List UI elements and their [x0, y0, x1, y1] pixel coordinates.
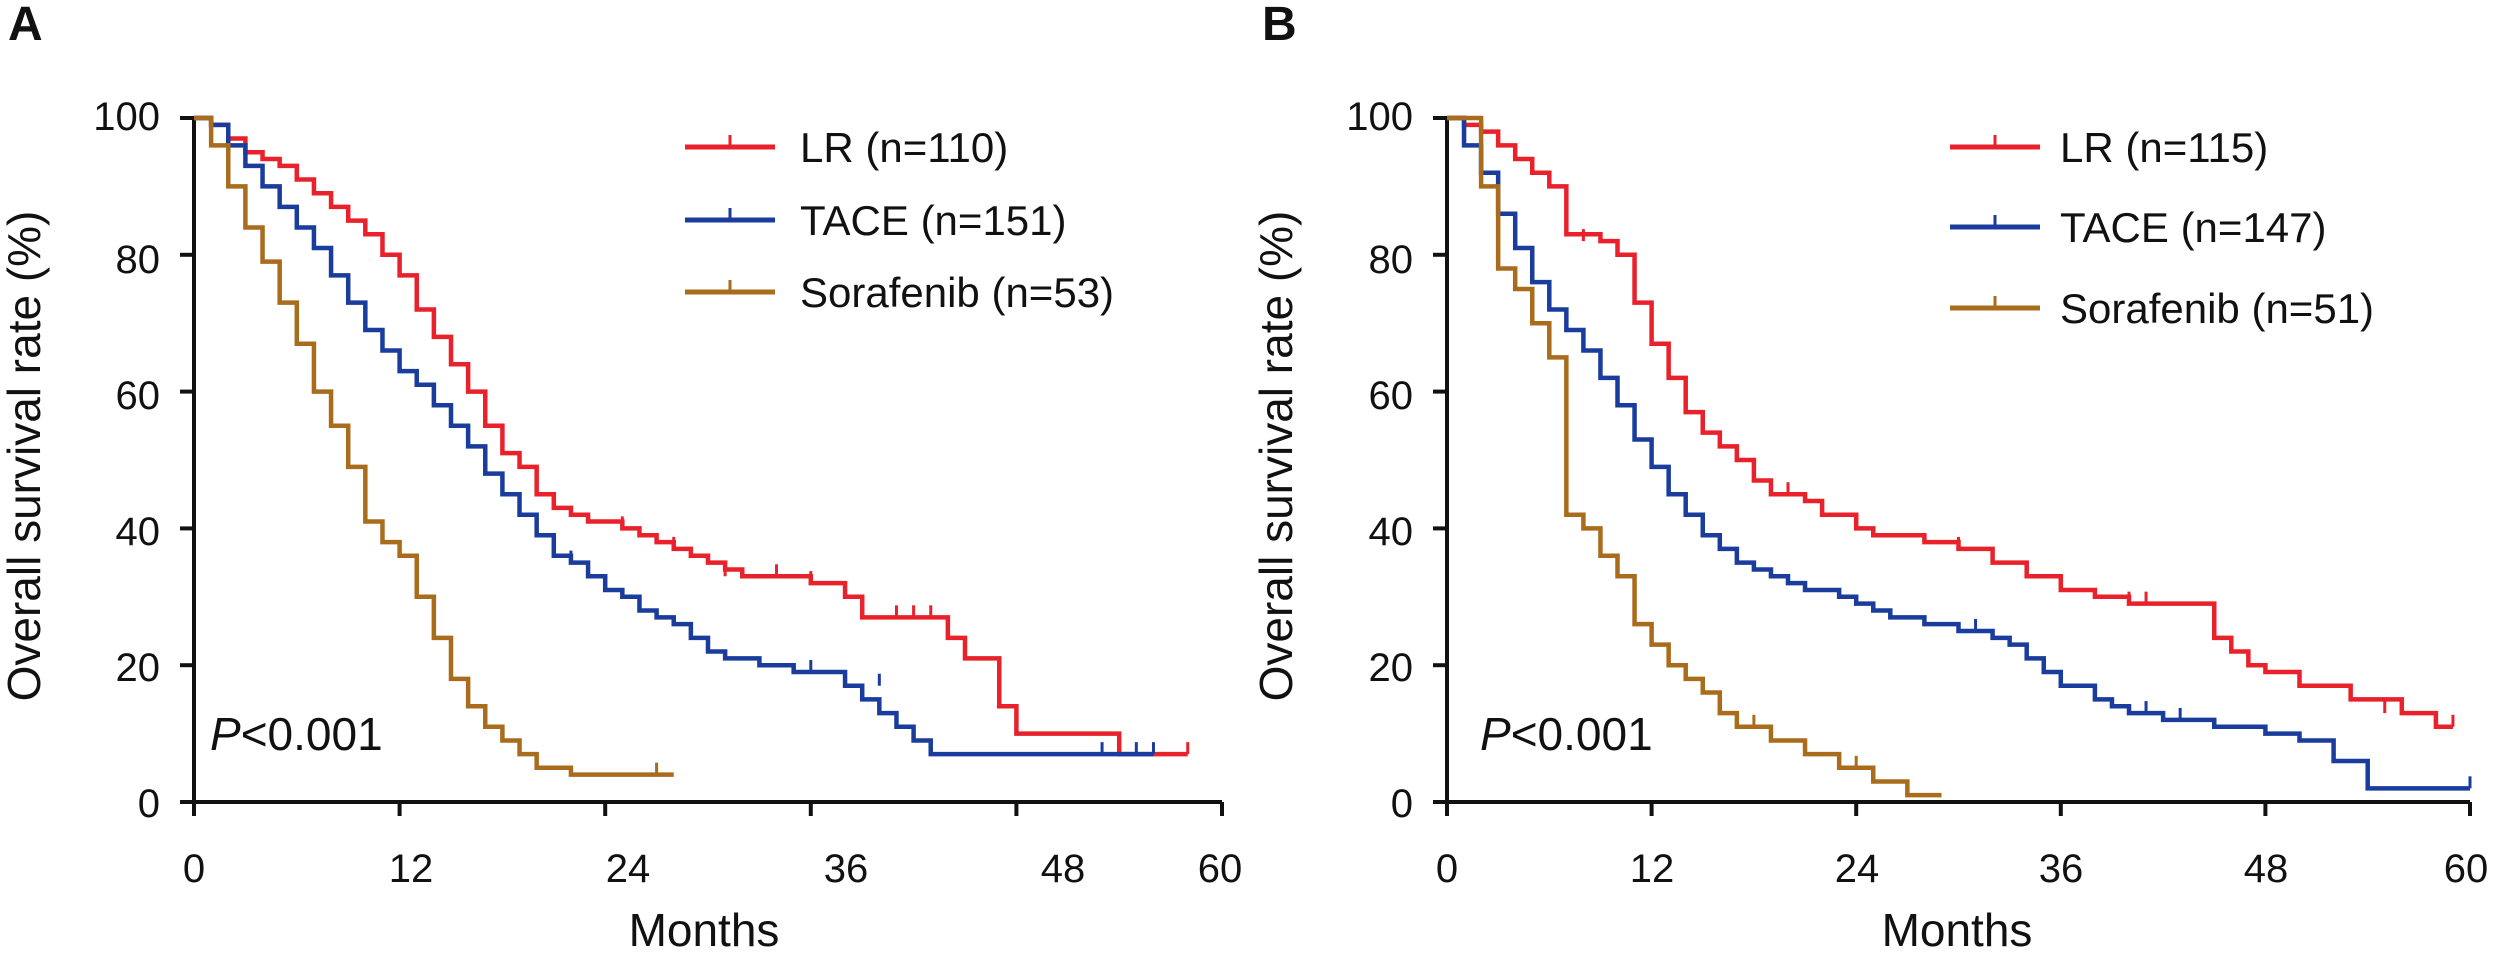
panel-a-legend: LR (n=110) TACE (n=151) Sorafenib (n=53) — [685, 124, 1114, 316]
panel-a-x-tick-48: 48 — [1041, 847, 1086, 891]
panel-b-plot — [1433, 115, 2472, 816]
panel-a-y-tick-60: 60 — [116, 374, 161, 418]
panel-a-y-axis-title: Overall survival rate (%) — [0, 211, 50, 702]
panel-b-legend-label-sorafenib: Sorafenib (n=51) — [2060, 285, 2374, 332]
panel-b-x-tick-24: 24 — [1835, 847, 1880, 891]
panel-a-y-tick-80: 80 — [116, 238, 161, 282]
panel-b-p-value: P<0.001 — [1480, 708, 1653, 760]
panel-a-curve-tace — [194, 115, 1154, 757]
panel-a-x-tick-0: 0 — [183, 847, 205, 891]
panel-a-y-tick-0: 0 — [138, 782, 160, 826]
panel-a-legend-label-sorafenib: Sorafenib (n=53) — [800, 269, 1114, 316]
panel-b-curve-tace — [1447, 115, 2470, 791]
panel-b-x-tick-60: 60 — [2444, 847, 2489, 891]
panel-a-curve-sorafenib — [194, 115, 674, 777]
panel-a-legend-label-lr: LR (n=110) — [800, 124, 1008, 171]
panel-b: B 0 20 40 60 80 100 0 12 24 36 48 60 Mon… — [1250, 0, 2488, 956]
panel-a-x-tick-36: 36 — [824, 847, 869, 891]
panel-b-y-tick-labels: 0 20 40 60 80 100 — [1346, 95, 1413, 826]
panel-a-x-axis-title: Months — [629, 904, 780, 956]
panel-b-legend-label-lr: LR (n=115) — [2060, 124, 2268, 171]
panel-b-legend: LR (n=115) TACE (n=147) Sorafenib (n=51) — [1950, 124, 2374, 332]
panel-a: A 0 20 40 60 80 100 0 12 24 36 48 60 Mon… — [0, 0, 1242, 956]
panel-b-y-axis-title: Overall survival rate (%) — [1250, 211, 1302, 702]
panel-b-x-tick-36: 36 — [2039, 847, 2084, 891]
panel-b-x-tick-48: 48 — [2244, 847, 2289, 891]
panel-b-x-axis-title: Months — [1882, 904, 2033, 956]
panel-b-y-tick-20: 20 — [1369, 646, 1414, 690]
panel-a-legend-label-tace: TACE (n=151) — [800, 197, 1067, 244]
panel-a-x-tick-12: 12 — [389, 847, 434, 891]
panel-a-y-tick-labels: 0 20 40 60 80 100 — [93, 95, 160, 826]
panel-a-y-tick-100: 100 — [93, 95, 160, 139]
plot-layer — [180, 115, 2472, 816]
panel-a-curve-lr — [194, 115, 1188, 757]
panel-b-x-tick-12: 12 — [1630, 847, 1675, 891]
panel-a-y-tick-40: 40 — [116, 510, 161, 554]
panel-b-y-tick-0: 0 — [1391, 782, 1413, 826]
panel-b-y-tick-40: 40 — [1369, 510, 1414, 554]
panel-b-y-tick-100: 100 — [1346, 95, 1413, 139]
panel-a-plot — [180, 115, 1224, 816]
panel-a-y-tick-20: 20 — [116, 646, 161, 690]
panel-b-x-tick-0: 0 — [1436, 847, 1458, 891]
panel-b-x-tick-labels: 0 12 24 36 48 60 — [1436, 847, 2488, 891]
panel-a-label: A — [8, 0, 43, 51]
panel-a-x-tick-60: 60 — [1198, 847, 1243, 891]
panel-b-legend-label-tace: TACE (n=147) — [2060, 204, 2327, 251]
panel-b-y-tick-80: 80 — [1369, 238, 1414, 282]
panel-b-curve-lr — [1447, 115, 2453, 730]
panel-b-curve-sorafenib — [1447, 115, 1942, 798]
panel-b-label: B — [1262, 0, 1297, 51]
panel-a-x-tick-24: 24 — [606, 847, 651, 891]
panel-a-p-value: P<0.001 — [210, 708, 383, 760]
panel-b-y-tick-60: 60 — [1369, 374, 1414, 418]
panel-a-x-tick-labels: 0 12 24 36 48 60 — [183, 847, 1242, 891]
